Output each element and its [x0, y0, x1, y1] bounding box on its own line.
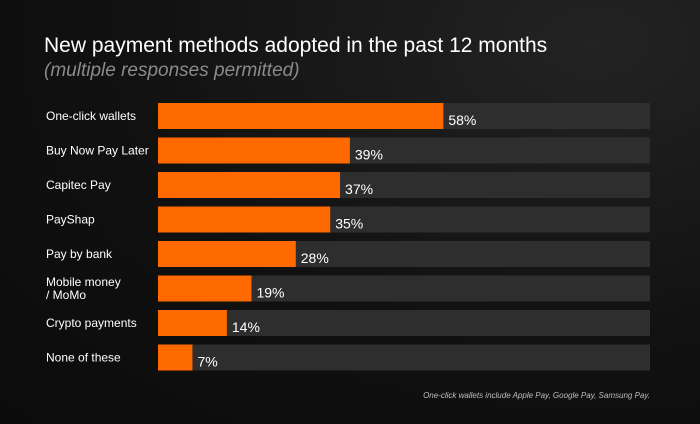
value-label: 35%: [335, 216, 363, 232]
bar-track: [158, 310, 650, 336]
category-label: Crypto payments: [46, 316, 137, 330]
chart-title: New payment methods adopted in the past …: [44, 34, 548, 57]
category-label: Mobile money / MoMo: [46, 275, 121, 302]
bar: [158, 172, 341, 198]
chart-subtitle: (multiple responses permitted): [44, 60, 300, 81]
value-label: 7%: [197, 354, 217, 370]
bar: [158, 310, 227, 336]
category-label: Pay by bank: [46, 247, 113, 261]
value-label: 39%: [355, 147, 383, 163]
value-label: 37%: [345, 181, 373, 197]
bar: [158, 206, 331, 233]
category-label: Capitec Pay: [46, 178, 111, 192]
value-label: 28%: [301, 250, 329, 266]
bar-track: [158, 344, 650, 371]
bar: [158, 275, 252, 302]
category-label: PayShap: [46, 213, 95, 227]
value-label: 58%: [448, 112, 476, 128]
bar: [158, 344, 193, 371]
category-label: None of these: [46, 351, 121, 365]
value-label: 19%: [256, 285, 284, 301]
bar: [158, 103, 444, 129]
category-label: One-click wallets: [46, 109, 136, 123]
bar: [158, 137, 350, 164]
footnote: One-click wallets include Apple Pay, Goo…: [423, 391, 650, 400]
category-label: Buy Now Pay Later: [46, 144, 149, 158]
value-label: 14%: [232, 319, 260, 335]
bar: [158, 241, 296, 267]
